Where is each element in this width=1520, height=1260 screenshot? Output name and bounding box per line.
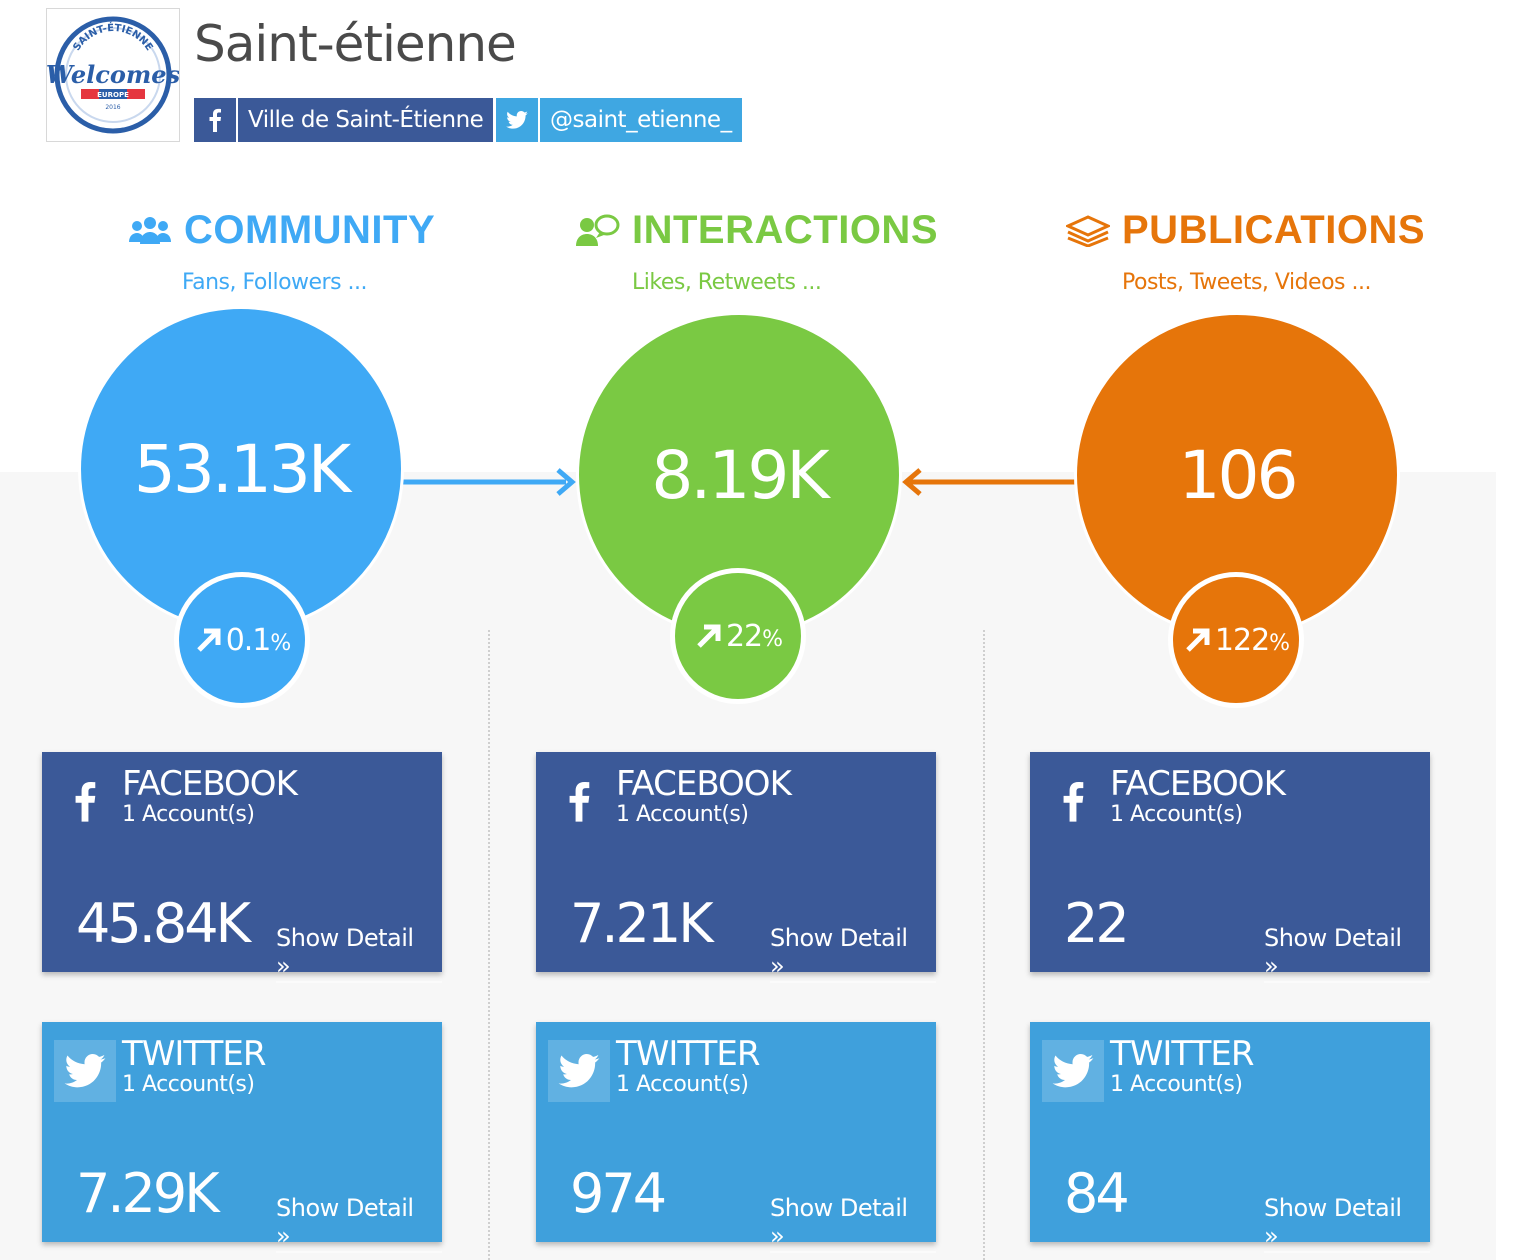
- twitter-bird-icon: [496, 98, 538, 142]
- interactions-change-unit: %: [762, 626, 783, 652]
- account-count: 1 Account(s): [1110, 802, 1243, 827]
- account-count: 1 Account(s): [1110, 1072, 1243, 1097]
- interactions-total-circle: 8.19K: [576, 312, 902, 638]
- interaction-icon: [576, 214, 620, 246]
- network-name: FACEBOOK: [616, 764, 792, 804]
- welcomes-europe-logo: SAINT-ÉTIENNE Welcomes EUROPE 2016: [46, 16, 181, 134]
- publications-title: PUBLICATIONS: [1122, 208, 1426, 252]
- network-name: FACEBOOK: [1110, 764, 1286, 804]
- community-change-unit: %: [270, 630, 291, 656]
- network-value: 7.21K: [570, 892, 714, 955]
- page-title: Saint-étienne: [194, 15, 517, 73]
- facebook-icon: [54, 770, 116, 832]
- network-name: FACEBOOK: [122, 764, 298, 804]
- interactions-change-badge: 22%: [670, 568, 806, 704]
- show-detail-link[interactable]: Show Detail »: [276, 924, 442, 983]
- publications-header: PUBLICATIONS: [1066, 208, 1425, 253]
- community-twitter-card: TWITTER 1 Account(s) 7.29K Show Detail »: [42, 1022, 442, 1253]
- facebook-icon: [548, 770, 610, 832]
- network-value: 22: [1064, 892, 1130, 955]
- community-change-value: 0.1: [225, 622, 272, 658]
- twitter-bird-icon: [1042, 1040, 1104, 1102]
- community-title: COMMUNITY: [184, 208, 436, 252]
- publications-total-value: 106: [1178, 436, 1299, 514]
- publications-change-badge: 122%: [1168, 572, 1304, 708]
- network-name: TWITTER: [122, 1034, 266, 1074]
- layers-icon: [1066, 214, 1110, 247]
- facebook-page-name: Ville de Saint-Étienne: [238, 98, 494, 142]
- network-value: 974: [570, 1162, 667, 1225]
- twitter-bird-icon: [548, 1040, 610, 1102]
- publications-facebook-card: FACEBOOK 1 Account(s) 22 Show Detail »: [1030, 752, 1430, 983]
- facebook-icon: [194, 98, 236, 142]
- publications-twitter-card: TWITTER 1 Account(s) 84 Show Detail »: [1030, 1022, 1430, 1253]
- publications-change-value: 122: [1214, 622, 1270, 658]
- community-total-value: 53.13K: [133, 430, 351, 508]
- account-count: 1 Account(s): [616, 1072, 749, 1097]
- column-divider: [488, 630, 490, 1260]
- network-name: TWITTER: [616, 1034, 760, 1074]
- network-name: TWITTER: [1110, 1034, 1254, 1074]
- brand-logo: SAINT-ÉTIENNE Welcomes EUROPE 2016: [46, 8, 181, 142]
- interactions-total-value: 8.19K: [651, 436, 829, 514]
- interactions-title: INTERACTIONS: [632, 208, 938, 252]
- network-value: 45.84K: [76, 892, 251, 955]
- community-subtitle: Fans, Followers ...: [182, 270, 368, 295]
- publications-change-unit: %: [1269, 630, 1290, 656]
- twitter-bird-icon: [54, 1040, 116, 1102]
- twitter-handle: @saint_etienne_: [540, 98, 742, 142]
- show-detail-link[interactable]: Show Detail »: [1264, 1194, 1430, 1253]
- community-change-badge: 0.1%: [174, 572, 310, 708]
- trend-up-arrow-icon: [196, 628, 221, 652]
- interactions-header: INTERACTIONS: [576, 208, 938, 253]
- trend-up-arrow-icon: [1186, 628, 1210, 652]
- account-count: 1 Account(s): [122, 1072, 255, 1097]
- interactions-twitter-card: TWITTER 1 Account(s) 974 Show Detail »: [536, 1022, 936, 1253]
- interactions-subtitle: Likes, Retweets ...: [632, 270, 822, 295]
- show-detail-link[interactable]: Show Detail »: [770, 1194, 936, 1253]
- column-divider: [983, 630, 985, 1260]
- svg-text:Welcomes: Welcomes: [47, 60, 179, 89]
- community-header: COMMUNITY: [128, 208, 435, 253]
- publications-to-interactions-arrow: [902, 468, 1078, 496]
- facebook-page-link[interactable]: Ville de Saint-Étienne: [194, 98, 494, 142]
- facebook-icon: [1042, 770, 1104, 832]
- network-value: 7.29K: [76, 1162, 220, 1225]
- show-detail-link[interactable]: Show Detail »: [770, 924, 936, 983]
- svg-text:2016: 2016: [105, 104, 120, 111]
- svg-text:EUROPE: EUROPE: [97, 91, 129, 99]
- interactions-change-value: 22: [725, 618, 763, 654]
- network-value: 84: [1064, 1162, 1130, 1225]
- interactions-facebook-card: FACEBOOK 1 Account(s) 7.21K Show Detail …: [536, 752, 936, 983]
- users-icon: [129, 216, 171, 244]
- account-count: 1 Account(s): [122, 802, 255, 827]
- twitter-account-link[interactable]: @saint_etienne_: [496, 98, 742, 142]
- show-detail-link[interactable]: Show Detail »: [276, 1194, 442, 1253]
- community-facebook-card: FACEBOOK 1 Account(s) 45.84K Show Detail…: [42, 752, 442, 983]
- community-to-interactions-arrow: [402, 468, 576, 496]
- show-detail-link[interactable]: Show Detail »: [1264, 924, 1430, 983]
- publications-subtitle: Posts, Tweets, Videos ...: [1122, 270, 1372, 295]
- trend-up-arrow-icon: [697, 624, 721, 648]
- account-count: 1 Account(s): [616, 802, 749, 827]
